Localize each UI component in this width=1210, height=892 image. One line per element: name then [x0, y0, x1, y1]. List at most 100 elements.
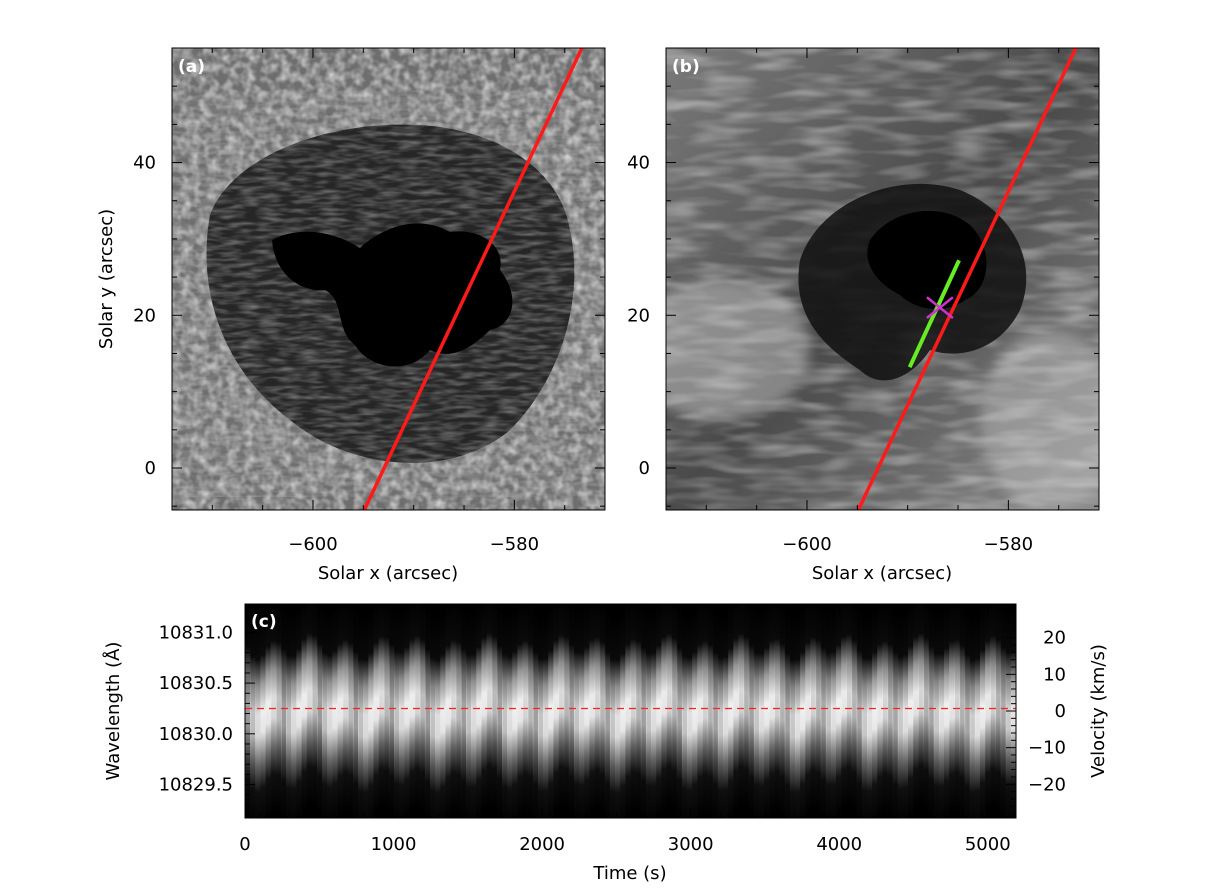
spectrum-column — [311, 604, 318, 807]
y-tick-label: 40 — [133, 153, 156, 174]
spectrum-column — [455, 604, 462, 813]
x-tick-label: −580 — [984, 534, 1033, 555]
spectrum-column — [507, 613, 513, 818]
spectrum-column — [882, 604, 889, 812]
y2-tick-label: 0 — [1055, 701, 1066, 722]
spectrum-column — [830, 608, 837, 818]
y-tick-label: 20 — [627, 305, 650, 326]
spectrum-column — [723, 613, 729, 818]
spectrum-column — [250, 613, 256, 818]
y-tick-label: 20 — [133, 305, 156, 326]
spectrum-column — [995, 604, 1002, 811]
spectrum-column — [280, 606, 287, 818]
spectrum-column — [352, 608, 359, 818]
spectrum-column — [748, 604, 755, 817]
spectrum-column — [969, 617, 976, 818]
spectrum-column — [399, 609, 405, 818]
y-tick-label: 0 — [145, 458, 156, 479]
panel-b-marker — [926, 296, 954, 320]
panel-b-frame — [665, 47, 1100, 511]
spectrum-column — [435, 617, 441, 818]
spectrum-column — [296, 606, 303, 818]
spectrum-column — [471, 611, 477, 818]
spectrum-column — [902, 611, 909, 818]
spectrum-column — [491, 604, 498, 808]
spectrum-column — [779, 604, 786, 815]
spectrum-column — [651, 609, 657, 818]
spectrum-column — [764, 604, 770, 818]
spectrum-column — [959, 604, 966, 817]
spectrum-column — [810, 604, 817, 809]
spectrum-column — [717, 614, 724, 818]
y-tick-label: 0 — [639, 458, 650, 479]
spectrum-column — [861, 614, 868, 818]
spectrum-column — [358, 615, 364, 818]
panel-a-tag: (a) — [178, 57, 205, 77]
spectrum-column — [306, 604, 313, 805]
spectrum-column — [645, 610, 652, 818]
y-tick-label: 10829.5 — [159, 775, 233, 796]
spectrum-column — [414, 604, 421, 807]
spectrum-column — [481, 604, 488, 809]
spectrum-column — [548, 607, 554, 818]
panel-b-tag: (b) — [672, 57, 700, 77]
panel-c-ylabel: Wavelength (Å) — [102, 642, 124, 781]
spectrum-column — [738, 604, 745, 805]
spectrum-column — [815, 604, 822, 812]
spectrum-column — [522, 604, 529, 812]
spectrum-column — [933, 610, 940, 818]
spectrum-column — [985, 604, 991, 812]
spectrum-column — [260, 611, 267, 818]
spectrum-column — [630, 604, 637, 811]
spectrum-column — [692, 609, 698, 818]
spectrum-column — [424, 606, 431, 818]
spectrum-column — [836, 604, 842, 816]
spectrum-column — [543, 615, 549, 818]
spectrum-column — [1010, 608, 1016, 818]
spectrum-column — [789, 617, 796, 818]
spectrum-column — [697, 604, 704, 816]
spectrum-column — [733, 604, 740, 810]
spectrum-column — [769, 604, 776, 812]
spectrum-column — [388, 604, 395, 816]
spectrum-column — [604, 608, 611, 818]
x-tick-label: 5000 — [965, 834, 1011, 855]
spectrum-column — [913, 604, 919, 808]
spectrum-column — [476, 604, 483, 818]
y-tick-label: 10830.0 — [159, 724, 233, 745]
spectrum-column — [712, 609, 719, 818]
spectrum-column — [609, 616, 616, 818]
spectrum-column — [589, 604, 596, 811]
spectrum-column — [445, 604, 452, 817]
spectrum-column — [656, 604, 662, 817]
spectrum-column — [265, 604, 272, 818]
spectrum-column — [687, 614, 693, 818]
spectrum-column — [671, 604, 678, 809]
spectrum-column — [409, 604, 416, 811]
spectrum-column — [774, 604, 781, 810]
panel-c-image — [245, 604, 1016, 818]
spectrum-column — [666, 604, 673, 805]
spectrum-column — [892, 608, 899, 818]
spectrum-column — [908, 604, 914, 818]
x-tick-label: 3000 — [668, 834, 714, 855]
spectrum-column — [728, 605, 734, 818]
spectrum-column — [661, 604, 668, 809]
spectrum-column — [430, 615, 436, 818]
spectrum-column — [440, 611, 447, 818]
panel-c-xlabel: Time (s) — [592, 863, 666, 884]
spectrum-column — [759, 610, 765, 818]
spectrum-column — [887, 604, 894, 816]
spectrum-column — [327, 612, 333, 818]
spectrum-column — [846, 604, 853, 806]
spectrum-column — [980, 606, 986, 818]
spectrum-column — [918, 604, 925, 805]
spectrum-column — [707, 604, 714, 816]
panel-b-slit-segment — [907, 259, 961, 369]
spectrum-column — [537, 615, 544, 818]
x-tick-label: 4000 — [816, 834, 862, 855]
spectrum-column — [322, 609, 328, 818]
spectrum-column — [938, 611, 945, 818]
y-tick-label: 10831.0 — [159, 622, 233, 643]
